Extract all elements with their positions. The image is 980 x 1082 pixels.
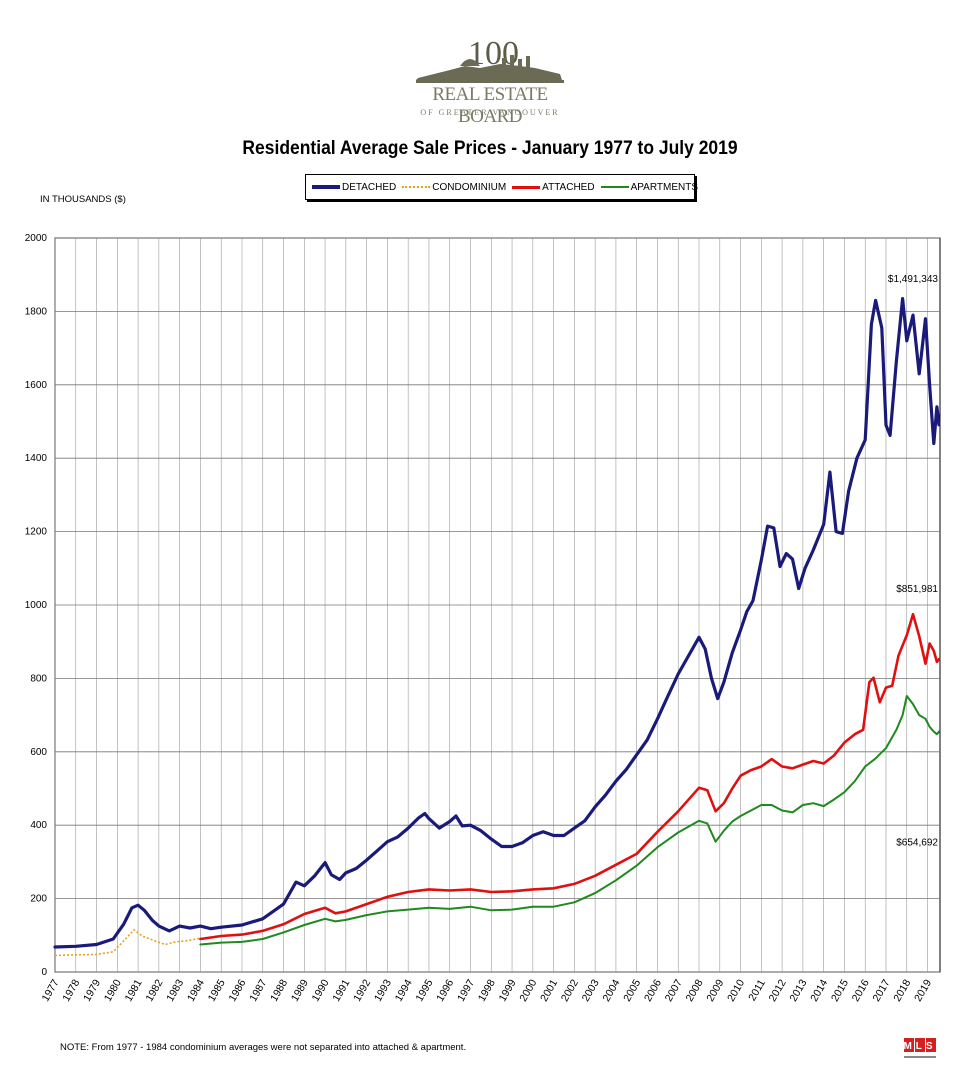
x-tick-label: 2014 [808,977,830,1003]
legend-attached: ATTACHED [512,181,595,193]
y-axis-units-label: IN THOUSANDS ($) [40,194,126,205]
mls-logo: MLS [900,1034,940,1068]
y-tick-label: 200 [30,894,47,905]
x-tick-label: 2003 [580,977,602,1003]
x-tick-label: 2013 [787,977,809,1003]
chart-title: Residential Average Sale Prices - Januar… [242,138,738,159]
y-tick-label: 1600 [25,380,48,391]
x-tick-label: 2001 [538,977,560,1003]
x-tick-label: 1984 [185,977,207,1003]
x-tick-label: 2004 [600,977,622,1003]
legend-swatch [312,185,340,189]
series-line-attached [199,612,941,941]
x-tick-label: 2017 [871,977,893,1003]
x-tick-label: 1982 [143,977,165,1003]
x-tick-label: 1998 [476,977,498,1003]
svg-text:MLS: MLS [903,1041,936,1052]
x-tick-label: 2005 [621,977,643,1003]
x-tick-label: 1980 [102,977,124,1003]
x-tick-label: 2007 [663,977,685,1003]
y-tick-label: 1400 [25,453,48,464]
x-tick-label: 2002 [559,977,581,1003]
y-tick-label: 400 [30,820,47,831]
legend-apartments: APARTMENTS [600,181,698,193]
x-tick-label: 1996 [434,977,456,1003]
x-tick-label: 1991 [330,977,352,1003]
x-tick-label: 1992 [351,977,373,1003]
x-tick-label: 1999 [497,977,519,1003]
y-tick-label: 600 [30,747,47,758]
x-tick-label: 2008 [684,977,706,1003]
x-tick-label: 2000 [517,977,539,1003]
legend-detached: DETACHED [312,182,396,193]
x-tick-label: 2006 [642,977,664,1003]
x-tick-label: 1979 [81,977,103,1003]
x-tick-label: 1994 [393,977,415,1003]
x-tick-label: 2019 [912,977,934,1003]
legend-label: CONDOMINIUM [432,181,507,193]
x-tick-label: 1995 [413,977,435,1003]
x-tick-label: 2010 [725,977,747,1003]
legend-label: ATTACHED [542,181,595,193]
x-tick-label: 1988 [268,977,290,1003]
series-line-detached [53,297,941,949]
y-tick-label: 1800 [25,306,48,317]
x-tick-label: 1986 [226,977,248,1003]
y-tick-label: 0 [41,967,47,978]
x-tick-label: 1990 [310,977,332,1003]
series-line-condominium [54,929,201,957]
board-logo: 100 REAL ESTATE BOARD OF GREATER VANCOUV… [410,28,570,127]
y-tick-label: 1200 [25,527,48,538]
value-annotation: $1,491,343 [888,274,938,285]
y-tick-label: 1000 [25,600,48,611]
legend-label: APARTMENTS [630,181,698,193]
chart-legend: DETACHED CONDOMINIUM ATTACHED APARTMENTS [305,174,698,200]
x-tick-label: 2012 [767,977,789,1003]
legend-swatch [402,186,431,188]
legend-swatch [512,185,541,189]
footnote: NOTE: From 1977 - 1984 condominium avera… [60,1042,467,1053]
x-tick-label: 2016 [850,977,872,1003]
x-tick-label: 1985 [206,977,228,1003]
skyline-logo-icon: 100 [416,35,564,83]
x-tick-label: 1978 [60,977,82,1003]
x-tick-label: 1983 [164,977,186,1003]
legend-condominium: CONDOMINIUM [402,182,506,193]
x-tick-label: 2015 [829,977,851,1003]
x-tick-label: 2018 [891,977,913,1003]
y-tick-label: 2000 [25,233,48,244]
x-tick-label: 2009 [704,977,726,1003]
x-tick-label: 1977 [40,977,62,1003]
series-line-apartments [199,695,940,946]
logo-name: REAL ESTATE BOARD [432,84,548,127]
x-tick-label: 2011 [746,977,768,1003]
value-annotation: $654,692 [896,837,938,848]
x-tick-label: 1981 [123,977,145,1003]
y-tick-label: 800 [30,673,47,684]
legend-label: DETACHED [342,181,397,193]
x-tick-label: 1997 [455,977,477,1003]
logo-subtitle: OF GREATER VANCOUVER [420,108,560,117]
x-tick-label: 1993 [372,977,394,1003]
x-tick-label: 1989 [289,977,311,1003]
x-tick-label: 1987 [247,977,269,1003]
mls-icon: MLS [903,1038,936,1058]
value-annotation: $851,981 [896,584,938,595]
legend-swatch [600,186,629,188]
